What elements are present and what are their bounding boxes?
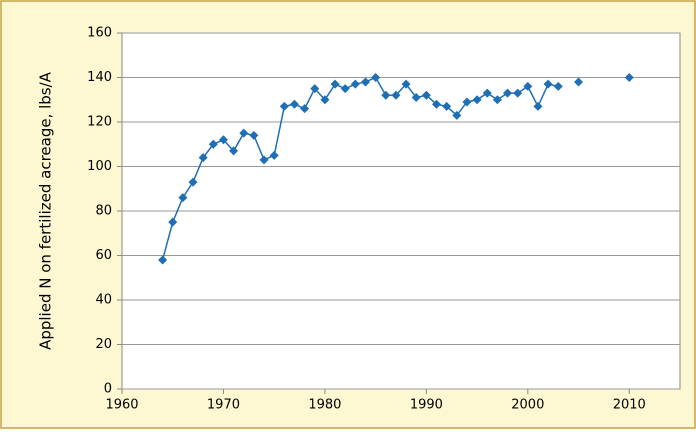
data-point (574, 77, 584, 87)
data-point (279, 101, 289, 111)
data-point (624, 73, 634, 82)
data-point (452, 110, 462, 120)
data-point (188, 177, 198, 187)
x-tick-label: 1990 (410, 398, 443, 413)
data-point (421, 90, 431, 100)
data-point (208, 139, 218, 149)
data-point (198, 153, 208, 163)
y-tick-label: 40 (95, 293, 112, 308)
data-point (432, 99, 442, 109)
x-tick-label: 1970 (207, 398, 240, 413)
y-tick-label: 80 (95, 204, 112, 219)
data-point (229, 146, 239, 156)
data-point (523, 81, 533, 91)
x-tick-label: 1980 (308, 398, 341, 413)
data-point (239, 128, 249, 138)
y-tick-label: 20 (95, 337, 112, 352)
data-point (259, 155, 269, 165)
data-point (543, 79, 553, 89)
data-point (310, 84, 320, 94)
y-tick-label: 120 (87, 115, 112, 130)
data-point (178, 193, 188, 203)
data-point (158, 255, 168, 265)
data-point (472, 95, 482, 105)
x-tick-label: 1960 (105, 398, 138, 413)
data-point (350, 79, 360, 89)
data-point (492, 95, 502, 105)
x-tick-label: 2000 (511, 398, 544, 413)
data-point (391, 90, 401, 100)
data-point (442, 101, 452, 111)
data-point (330, 79, 340, 89)
y-tick-label: 0 (104, 382, 112, 397)
data-point (482, 88, 492, 98)
y-tick-label: 140 (87, 70, 112, 85)
data-point (269, 150, 279, 160)
data-point (381, 90, 391, 100)
data-point (320, 95, 330, 105)
data-point (553, 81, 563, 91)
data-point (168, 217, 178, 227)
data-point (401, 79, 411, 89)
data-point (371, 73, 381, 82)
y-tick-label: 160 (87, 26, 112, 41)
x-tick-label: 2010 (613, 398, 646, 413)
data-point (513, 88, 523, 98)
data-point (360, 77, 370, 87)
data-point (340, 84, 350, 94)
data-point (300, 104, 310, 114)
data-point (289, 99, 299, 109)
y-axis-label: Applied N on fertilized acreage, lbs/A (37, 71, 55, 350)
data-point (503, 88, 513, 98)
data-point (411, 93, 421, 103)
data-point (462, 97, 472, 107)
data-point (249, 130, 259, 140)
y-tick-label: 60 (95, 248, 112, 263)
y-tick-label: 100 (87, 159, 112, 174)
data-point (533, 101, 543, 111)
data-point (218, 135, 228, 145)
